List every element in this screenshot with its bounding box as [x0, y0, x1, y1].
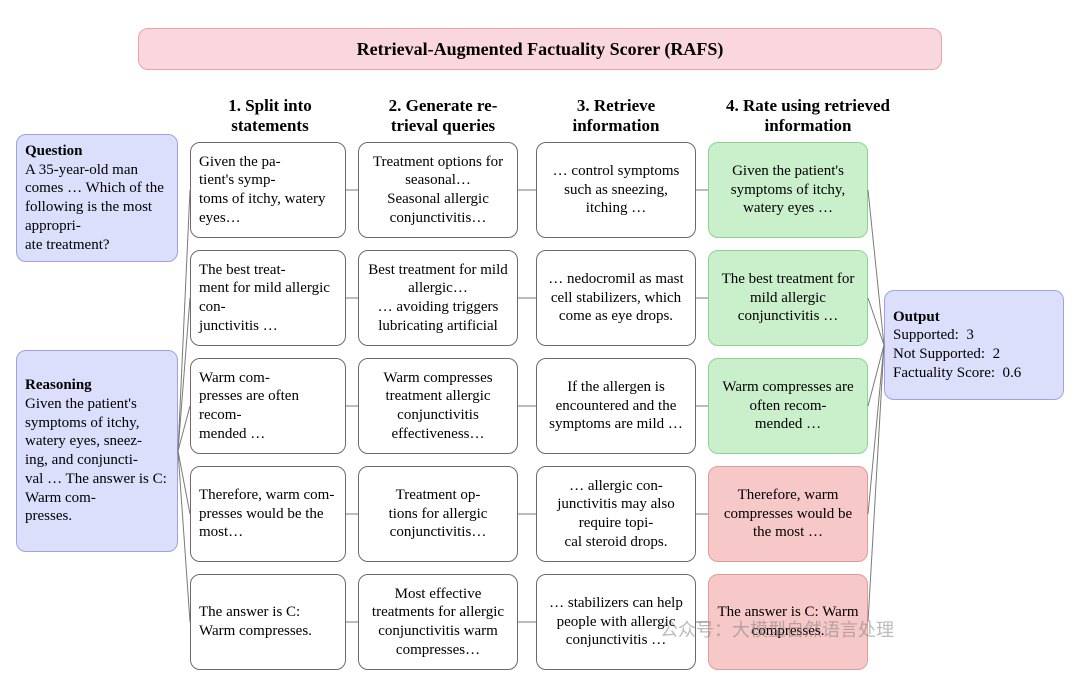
split-cell-0: Given the pa-tient's symp-toms of itchy,… [190, 142, 346, 238]
rate-cell-3: Therefore, warm compresses would be the … [708, 466, 868, 562]
header-col1: 1. Split into statements [190, 96, 350, 137]
title-box: Retrieval-Augmented Factuality Scorer (R… [138, 28, 942, 70]
query-cell-2: Warm compresses treatment allergic conju… [358, 358, 518, 454]
title-text: Retrieval-Augmented Factuality Scorer (R… [357, 38, 724, 61]
header-col4: 4. Rate using retrieved information [708, 96, 908, 137]
split-text: The answer is C: Warm compresses. [199, 603, 337, 641]
split-text: Therefore, warm com-presses would be the… [199, 486, 337, 542]
rate-text: Given the patient's symptoms of itchy, w… [717, 162, 859, 218]
output-supported: Supported: 3 [893, 326, 1055, 345]
output-box: OutputSupported: 3Not Supported: 2Factua… [884, 290, 1064, 400]
retrieve-text: … nedocromil as mast cell stabilizers, w… [545, 270, 687, 326]
retrieve-text: If the allergen is encountered and the s… [545, 378, 687, 434]
output-score: Factuality Score: 0.6 [893, 364, 1055, 383]
retrieve-cell-3: … allergic con-junctivitis may also requ… [536, 466, 696, 562]
header-col3: 3. Retrieve information [536, 96, 696, 137]
split-text: The best treat-ment for mild allergic co… [199, 261, 337, 336]
retrieve-text: … allergic con-junctivitis may also requ… [545, 477, 687, 552]
query-text: Warm compresses treatment allergic conju… [367, 369, 509, 444]
header-col2: 2. Generate re-trieval queries [358, 96, 528, 137]
retrieve-cell-0: … control symptoms such as sneezing, itc… [536, 142, 696, 238]
question-label: Question [25, 143, 83, 159]
rate-cell-2: Warm compresses are often recom-mended … [708, 358, 868, 454]
output-label: Output [893, 309, 940, 325]
query-text: Most effective treatments for allergic c… [367, 585, 509, 660]
retrieve-text: … control symptoms such as sneezing, itc… [545, 162, 687, 218]
split-text: Warm com-presses are often recom-mended … [199, 369, 337, 444]
query-text: Treatment options for seasonal…Seasonal … [367, 153, 509, 228]
question-box: Question A 35-year-old man comes … Which … [16, 134, 178, 262]
rate-text: Therefore, warm compresses would be the … [717, 486, 859, 542]
split-cell-3: Therefore, warm com-presses would be the… [190, 466, 346, 562]
split-cell-2: Warm com-presses are often recom-mended … [190, 358, 346, 454]
rate-text: Warm compresses are often recom-mended … [717, 378, 859, 434]
query-cell-4: Most effective treatments for allergic c… [358, 574, 518, 670]
reasoning-label: Reasoning [25, 377, 92, 393]
query-text: Best treatment for mild allergic…… avoid… [367, 261, 509, 336]
split-text: Given the pa-tient's symp-toms of itchy,… [199, 153, 337, 228]
output-not-supported: Not Supported: 2 [893, 345, 1055, 364]
query-text: Treatment op-tions for allergic conjunct… [367, 486, 509, 542]
question-text: A 35-year-old man comes … Which of the f… [25, 161, 169, 255]
split-cell-4: The answer is C: Warm compresses. [190, 574, 346, 670]
rate-text: The best treatment for mild allergic con… [717, 270, 859, 326]
query-cell-1: Best treatment for mild allergic…… avoid… [358, 250, 518, 346]
retrieve-cell-1: … nedocromil as mast cell stabilizers, w… [536, 250, 696, 346]
retrieve-cell-2: If the allergen is encountered and the s… [536, 358, 696, 454]
rate-cell-1: The best treatment for mild allergic con… [708, 250, 868, 346]
reasoning-text: Given the patient's symptoms of itchy, w… [25, 395, 169, 526]
rate-cell-0: Given the patient's symptoms of itchy, w… [708, 142, 868, 238]
watermark-text: 公众号：大模型自然语言处理 [660, 616, 894, 642]
query-cell-0: Treatment options for seasonal…Seasonal … [358, 142, 518, 238]
reasoning-box: Reasoning Given the patient's symptoms of… [16, 350, 178, 552]
split-cell-1: The best treat-ment for mild allergic co… [190, 250, 346, 346]
query-cell-3: Treatment op-tions for allergic conjunct… [358, 466, 518, 562]
